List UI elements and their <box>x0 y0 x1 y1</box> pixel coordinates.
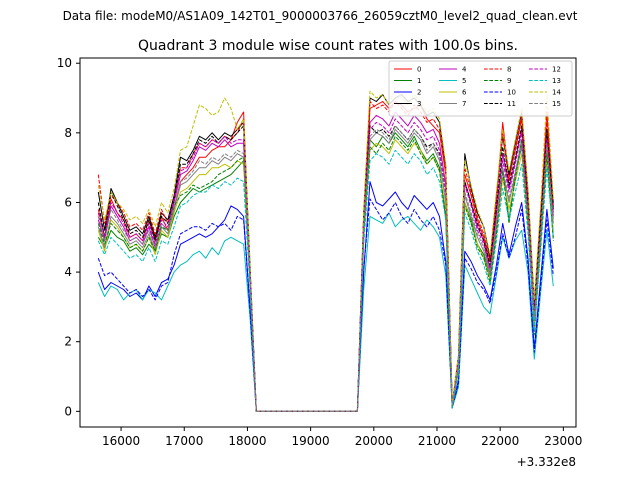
x-tick-label: 20000 <box>355 434 393 448</box>
x-offset-label: +3.332e8 <box>517 455 576 469</box>
series-layer <box>97 87 554 412</box>
legend-label-0: 0 <box>417 66 421 74</box>
suptitle: Data file: modeM0/AS1A09_142T01_90000037… <box>63 9 578 23</box>
legend-label-12: 12 <box>552 66 561 74</box>
y-axis: 0 2 4 6 8 10 <box>57 56 80 418</box>
series-line-8 <box>97 101 554 412</box>
x-tick-label: 18000 <box>228 434 266 448</box>
legend-label-7: 7 <box>462 100 466 108</box>
legend-label-13: 13 <box>552 77 561 85</box>
legend-label-6: 6 <box>462 89 467 97</box>
x-tick-label: 19000 <box>292 434 330 448</box>
y-tick-label: 10 <box>57 56 72 70</box>
x-tick-label: 21000 <box>418 434 456 448</box>
x-tick-label: 22000 <box>481 434 519 448</box>
series-line-15 <box>97 125 554 412</box>
x-axis: 16000 17000 18000 19000 20000 21000 22000 23000 <box>102 427 582 448</box>
chart-title: Quadrant 3 module wise count rates with … <box>138 38 518 54</box>
legend-label-10: 10 <box>507 89 516 97</box>
x-tick-label: 16000 <box>102 434 140 448</box>
legend-label-5: 5 <box>462 77 466 85</box>
x-tick-label: 17000 <box>165 434 203 448</box>
legend-label-1: 1 <box>417 77 421 85</box>
legend-label-15: 15 <box>552 100 561 108</box>
y-tick-label: 2 <box>64 335 72 349</box>
y-tick-label: 8 <box>64 126 72 140</box>
legend-label-3: 3 <box>417 100 421 108</box>
axes-frame <box>79 57 577 428</box>
legend-label-9: 9 <box>507 77 511 85</box>
legend-label-2: 2 <box>417 89 421 97</box>
legend-label-4: 4 <box>462 66 467 74</box>
legend-label-8: 8 <box>507 66 511 74</box>
legend-frame <box>388 60 573 117</box>
x-tick-label: 23000 <box>544 434 582 448</box>
y-tick-label: 0 <box>64 404 72 418</box>
legend-label-14: 14 <box>552 89 561 97</box>
y-tick-label: 4 <box>64 265 72 279</box>
legend-label-11: 11 <box>507 100 516 108</box>
y-tick-label: 6 <box>64 195 72 209</box>
